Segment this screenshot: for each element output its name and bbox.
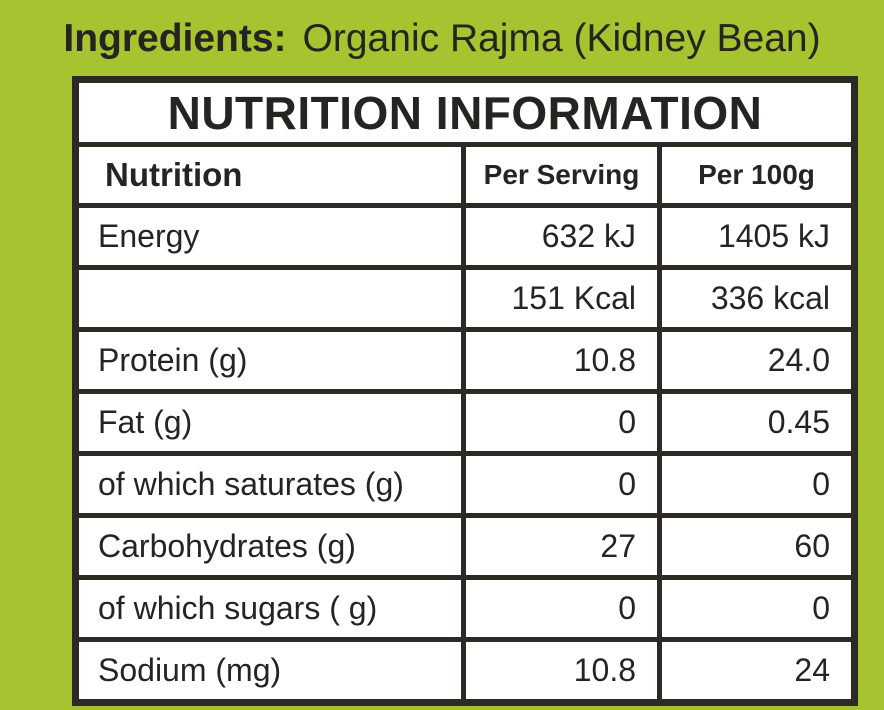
- row-label: of which sugars ( g): [73, 575, 466, 642]
- table-row-energy: Energy 632 kJ 1405 kJ: [73, 203, 858, 270]
- row-per-serving-value: 0: [461, 451, 662, 518]
- row-per-serving-value: 151 Kcal: [461, 265, 662, 332]
- row-label: Sodium (mg): [73, 637, 466, 705]
- table-header-row: Nutrition Per Serving Per 100g: [73, 142, 858, 208]
- table-row-saturates: of which saturates (g) 0 0: [73, 451, 858, 518]
- row-per-100g-value: 24.0: [656, 327, 858, 394]
- row-per-100g-value: 0.45: [656, 389, 858, 456]
- column-header-per-100g: Per 100g: [656, 142, 858, 208]
- row-label: Fat (g): [73, 389, 466, 456]
- row-label: Protein (g): [73, 327, 466, 394]
- row-label: [73, 265, 466, 332]
- ingredients-line: Ingredients: Organic Rajma (Kidney Bean): [0, 0, 884, 61]
- row-per-serving-value: 10.8: [461, 637, 662, 705]
- nutrition-table: NUTRITION INFORMATION Nutrition Per Serv…: [72, 76, 859, 706]
- row-label: Carbohydrates (g): [73, 513, 466, 580]
- row-label: of which saturates (g): [73, 451, 466, 518]
- table-row-fat: Fat (g) 0 0.45: [73, 389, 858, 456]
- table-row-sugars: of which sugars ( g) 0 0: [73, 575, 858, 642]
- row-per-serving-value: 0: [461, 389, 662, 456]
- table-row-protein: Protein (g) 10.8 24.0: [73, 327, 858, 394]
- row-per-100g-value: 0: [656, 575, 858, 642]
- row-label: Energy: [73, 203, 466, 270]
- table-row-carbohydrates: Carbohydrates (g) 27 60: [73, 513, 858, 580]
- table-title: NUTRITION INFORMATION: [72, 77, 858, 147]
- column-header-nutrition: Nutrition: [73, 142, 466, 208]
- table-title-row: NUTRITION INFORMATION: [72, 77, 858, 147]
- row-per-serving-value: 632 kJ: [461, 203, 662, 270]
- row-per-100g-value: 60: [656, 513, 858, 580]
- table-row-energy-kcal: 151 Kcal 336 kcal: [73, 265, 858, 332]
- row-per-100g-value: 336 kcal: [656, 265, 858, 332]
- row-per-100g-value: 0: [656, 451, 858, 518]
- row-per-100g-value: 24: [656, 637, 858, 705]
- ingredients-value: Organic Rajma (Kidney Bean): [302, 17, 821, 60]
- row-per-serving-value: 10.8: [461, 327, 662, 394]
- row-per-100g-value: 1405 kJ: [656, 203, 858, 270]
- row-per-serving-value: 27: [461, 513, 662, 580]
- row-per-serving-value: 0: [461, 575, 662, 642]
- ingredients-label: Ingredients:: [63, 17, 287, 60]
- table-row-sodium: Sodium (mg) 10.8 24: [73, 637, 858, 705]
- column-header-per-serving: Per Serving: [461, 142, 662, 208]
